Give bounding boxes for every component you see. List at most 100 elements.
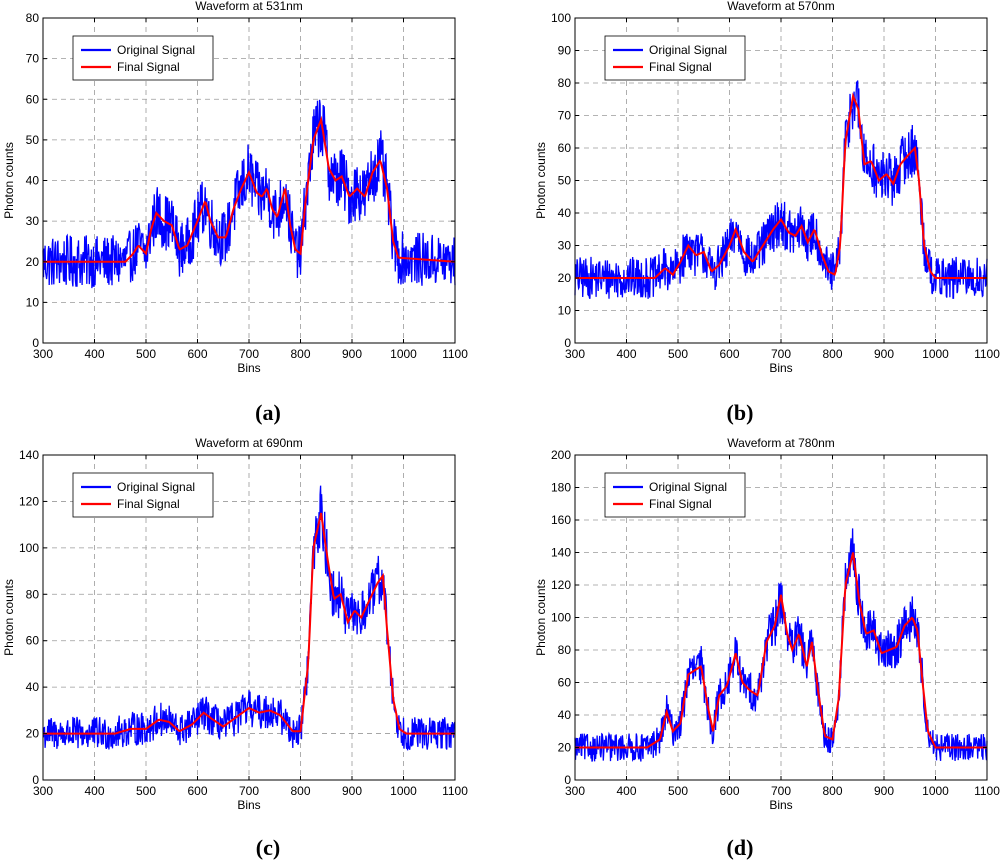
final-signal-line (43, 115, 456, 263)
y-tick-label: 40 (26, 174, 40, 188)
chart-title: Waveform at 690nm (195, 436, 303, 450)
x-tick-label: 900 (874, 784, 894, 798)
y-tick-label: 30 (558, 239, 572, 253)
original-signal-line (42, 485, 456, 751)
y-tick-label: 40 (26, 680, 40, 694)
y-tick-label: 80 (26, 11, 40, 25)
y-tick-label: 100 (551, 611, 571, 625)
legend-final-label: Final Signal (649, 497, 712, 511)
y-tick-label: 140 (19, 448, 39, 462)
x-tick-label: 300 (33, 347, 53, 361)
panel-b: 300 400 500 600 700 800 900 1000 1100 0 10 20 30 40 50… (534, 0, 1000, 425)
y-tick-label: 40 (558, 206, 572, 220)
legend-box (604, 472, 746, 518)
x-tick-label: 600 (719, 347, 739, 361)
x-tick-label: 700 (771, 784, 791, 798)
y-tick-label: 200 (551, 448, 571, 462)
final-signal-line (43, 512, 455, 735)
x-tick-label: 400 (616, 784, 636, 798)
panel-c: 300 400 500 600 700 800 900 1000 1100 0 20 40 60 80 10… (2, 436, 468, 860)
y-tick-label: 100 (19, 541, 39, 555)
x-axis-label: Bins (769, 361, 792, 375)
legend-original-label: Original Signal (117, 43, 195, 57)
x-tick-label: 700 (771, 347, 791, 361)
y-tick-label: 160 (551, 513, 571, 527)
final-signal-line (575, 92, 987, 279)
x-axis-label: Bins (769, 798, 792, 812)
x-tick-label: 300 (33, 784, 53, 798)
legend-original-label: Original Signal (649, 43, 727, 57)
x-tick-label: 800 (290, 347, 310, 361)
y-tick-label: 60 (26, 92, 40, 106)
legend-box (604, 35, 746, 81)
y-tick-label: 20 (558, 741, 572, 755)
chart-title: Waveform at 570nm (727, 0, 835, 13)
y-tick-label: 30 (26, 214, 40, 228)
y-tick-label: 120 (19, 494, 39, 508)
x-tick-label: 500 (668, 347, 688, 361)
x-tick-label: 400 (616, 347, 636, 361)
x-tick-label: 800 (822, 784, 842, 798)
y-tick-label: 90 (558, 44, 572, 58)
x-tick-label: 500 (668, 784, 688, 798)
x-tick-label: 400 (84, 347, 104, 361)
y-tick-label: 100 (551, 11, 571, 25)
panel-label: (c) (256, 835, 280, 860)
x-tick-label: 900 (342, 784, 362, 798)
legend-final-label: Final Signal (117, 497, 180, 511)
y-tick-label: 70 (26, 52, 40, 66)
y-tick-label: 60 (558, 676, 572, 690)
original-signal-line (574, 528, 988, 763)
y-axis-label: Photon counts (534, 579, 548, 656)
x-tick-label: 800 (822, 347, 842, 361)
x-tick-label: 300 (565, 784, 585, 798)
y-tick-label: 10 (26, 295, 40, 309)
x-tick-label: 700 (239, 347, 259, 361)
y-tick-label: 0 (564, 773, 571, 787)
final-signal-line (575, 552, 987, 749)
legend-original-label: Original Signal (649, 480, 727, 494)
y-tick-label: 80 (558, 643, 572, 657)
y-tick-label: 60 (26, 634, 40, 648)
y-tick-label: 20 (26, 255, 40, 269)
x-tick-label: 700 (239, 784, 259, 798)
x-tick-label: 1000 (390, 347, 417, 361)
legend-box (72, 472, 214, 518)
y-axis-label: Photon counts (2, 579, 16, 656)
x-tick-label: 600 (187, 784, 207, 798)
x-tick-label: 600 (719, 784, 739, 798)
y-tick-label: 0 (32, 336, 39, 350)
y-tick-label: 40 (558, 708, 572, 722)
y-tick-label: 120 (551, 578, 571, 592)
x-axis-label: Bins (237, 361, 260, 375)
legend-final-label: Final Signal (649, 60, 712, 74)
panel-label: (b) (727, 400, 754, 425)
x-tick-label: 1000 (390, 784, 417, 798)
x-tick-label: 1000 (922, 347, 949, 361)
x-tick-label: 500 (136, 784, 156, 798)
legend-box (72, 35, 214, 81)
chart-title: Waveform at 780nm (727, 436, 835, 450)
y-tick-label: 60 (558, 141, 572, 155)
y-tick-label: 0 (32, 773, 39, 787)
y-tick-label: 50 (558, 174, 572, 188)
x-tick-label: 1100 (974, 347, 1000, 361)
panel-label: (a) (255, 400, 281, 425)
x-axis-label: Bins (237, 798, 260, 812)
legend-original-label: Original Signal (117, 480, 195, 494)
y-tick-label: 20 (558, 271, 572, 285)
y-tick-label: 140 (551, 546, 571, 560)
y-axis-label: Photon counts (2, 142, 16, 219)
y-tick-label: 10 (558, 304, 572, 318)
x-tick-label: 1000 (922, 784, 949, 798)
y-axis-label: Photon counts (534, 142, 548, 219)
x-tick-label: 900 (874, 347, 894, 361)
panel-a: 300 400 500 600 700 800 900 1000 1100 0 10 20 30 40 50… (2, 0, 468, 425)
x-tick-label: 900 (342, 347, 362, 361)
y-tick-label: 20 (26, 727, 40, 741)
panel-d: 300 400 500 600 700 800 900 1000 1100 0 20 40 60 80 10… (534, 436, 1000, 860)
x-tick-label: 300 (565, 347, 585, 361)
legend-final-label: Final Signal (117, 60, 180, 74)
y-tick-label: 180 (551, 481, 571, 495)
